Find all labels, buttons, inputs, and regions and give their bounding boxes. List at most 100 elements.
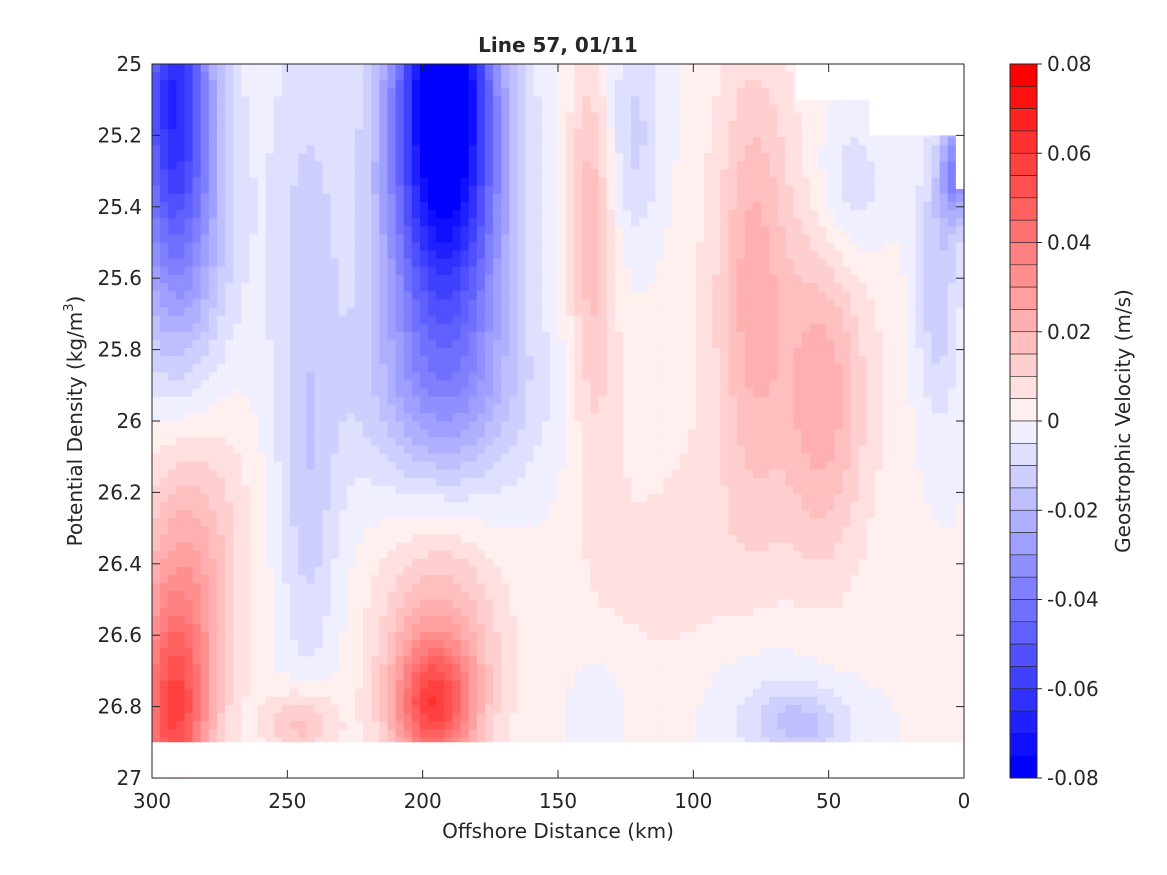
- field-cell: [850, 153, 860, 162]
- field-cell: [712, 347, 721, 357]
- field-cell: [801, 315, 811, 325]
- field-cell: [915, 226, 924, 235]
- field-cell: [176, 177, 186, 187]
- field-cell: [411, 372, 421, 382]
- field-cell: [761, 128, 770, 138]
- field-cell: [663, 404, 673, 414]
- field-cell: [160, 64, 169, 73]
- field-cell: [598, 80, 608, 89]
- field-cell: [744, 226, 754, 235]
- field-cell: [290, 437, 299, 446]
- field-cell: [769, 104, 778, 114]
- field-cell: [590, 226, 600, 235]
- field-cell: [899, 429, 908, 438]
- field-cell: [866, 429, 876, 438]
- field-cell: [395, 145, 405, 154]
- field-cell: [614, 177, 624, 187]
- field-cell: [842, 396, 851, 406]
- field-cell: [671, 266, 681, 276]
- field-cell: [541, 258, 551, 268]
- field-cell: [915, 364, 924, 373]
- field-cell: [777, 88, 786, 98]
- field-cell: [566, 429, 575, 438]
- field-cell: [744, 404, 754, 414]
- field-cell: [931, 421, 941, 430]
- field-cell: [371, 315, 380, 325]
- field-cell: [322, 421, 332, 430]
- field-cell: [598, 128, 608, 138]
- field-cell: [574, 72, 583, 81]
- field-cell: [233, 250, 242, 260]
- field-cell: [152, 201, 161, 211]
- field-cell: [566, 80, 575, 89]
- field-cell: [590, 266, 600, 276]
- field-cell: [574, 128, 583, 138]
- field-cell: [777, 218, 786, 227]
- field-cell: [208, 291, 218, 300]
- field-cell: [923, 234, 933, 244]
- field-cell: [176, 299, 186, 309]
- field-cell: [777, 72, 786, 81]
- field-cell: [882, 429, 892, 438]
- field-cell: [168, 104, 177, 114]
- field-cell: [947, 412, 957, 422]
- field-cell: [387, 372, 397, 382]
- field-cell: [444, 112, 454, 122]
- field-cell: [436, 266, 445, 276]
- field-cell: [558, 283, 567, 292]
- field-cell: [419, 64, 429, 73]
- field-cell: [517, 120, 527, 130]
- field-cell: [817, 104, 827, 114]
- field-cell: [882, 372, 892, 382]
- field-cell: [655, 145, 665, 154]
- field-cell: [273, 331, 283, 341]
- field-cell: [712, 120, 721, 130]
- field-cell: [208, 112, 218, 122]
- field-cell: [281, 388, 291, 398]
- field-cell: [233, 347, 242, 357]
- field-cell: [923, 250, 933, 260]
- field-cell: [631, 104, 640, 114]
- field-cell: [509, 80, 518, 89]
- field-cell: [679, 177, 689, 187]
- field-cell: [281, 153, 291, 162]
- field-cell: [192, 185, 202, 195]
- field-cell: [850, 372, 860, 382]
- field-cell: [444, 250, 454, 260]
- field-cell: [346, 299, 356, 309]
- field-cell: [257, 307, 267, 317]
- field-cell: [249, 153, 259, 162]
- field-cell: [484, 453, 494, 463]
- field-cell: [330, 380, 340, 390]
- field-cell: [761, 218, 770, 227]
- field-cell: [890, 210, 900, 219]
- field-cell: [363, 283, 372, 292]
- field-cell: [436, 258, 445, 268]
- field-cell: [728, 177, 738, 187]
- field-cell: [355, 177, 364, 187]
- field-cell: [696, 266, 705, 276]
- field-cell: [834, 291, 843, 300]
- field-cell: [541, 177, 551, 187]
- field-cell: [249, 80, 259, 89]
- field-cell: [484, 299, 494, 309]
- field-cell: [655, 396, 665, 406]
- field-cell: [346, 120, 356, 130]
- field-cell: [899, 177, 908, 187]
- field-cell: [761, 372, 770, 382]
- field-cell: [444, 258, 454, 268]
- field-cell: [225, 96, 234, 106]
- field-cell: [761, 364, 770, 373]
- field-cell: [419, 339, 429, 349]
- field-cell: [322, 445, 332, 455]
- field-cell: [419, 453, 429, 463]
- field-cell: [631, 169, 640, 179]
- field-cell: [720, 437, 730, 446]
- field-cell: [850, 421, 860, 430]
- field-cell: [290, 242, 299, 252]
- field-cell: [371, 380, 380, 390]
- field-cell: [899, 396, 908, 406]
- field-cell: [509, 234, 518, 244]
- field-cell: [379, 331, 389, 341]
- field-cell: [801, 364, 811, 373]
